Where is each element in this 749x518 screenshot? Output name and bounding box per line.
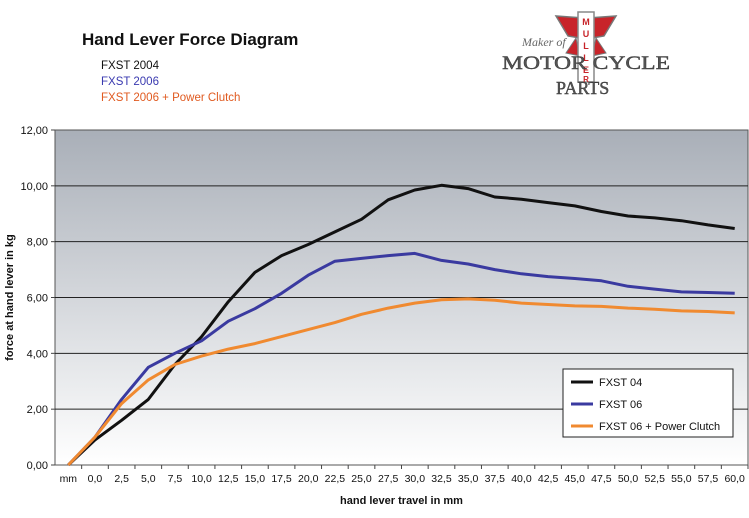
x-tick-label: 37,5 — [485, 473, 506, 485]
x-tick-label: 40,0 — [511, 473, 532, 485]
x-axis-label: hand lever travel in mm — [340, 495, 463, 507]
x-tick-label: 55,0 — [671, 473, 692, 485]
legend: FXST 04 FXST 06 FXST 06 + Power Clutch — [562, 368, 734, 438]
logo-brand-l2: L — [583, 53, 589, 63]
x-tick-label: 27,5 — [378, 473, 399, 485]
y-tick-label: 0,00 — [27, 460, 48, 472]
logo-brand-l1: L — [583, 41, 589, 51]
x-tick-label: 0,0 — [88, 473, 103, 485]
x-tick-label: 32,5 — [431, 473, 452, 485]
x-tick-label: 47,5 — [591, 473, 612, 485]
x-tick-label: 42,5 — [538, 473, 559, 485]
x-tick-label: mm — [60, 473, 78, 485]
subtitle-fxst-2006-power-clutch: FXST 2006 + Power Clutch — [101, 92, 241, 104]
series-line-fxst-06-power-clutch — [67, 297, 735, 467]
y-tick-label: 12,00 — [20, 125, 48, 137]
x-tick-label: 10,0 — [191, 473, 212, 485]
legend-label: FXST 06 — [599, 399, 642, 411]
subtitle-fxst-2004: FXST 2004 — [101, 60, 159, 72]
legend-label: FXST 06 + Power Clutch — [599, 421, 720, 433]
muller-logo: M U L L E R Maker of MOTOR CYCLE PARTS — [502, 11, 670, 98]
y-axis-ticks: 0,00 2,00 4,00 6,00 8,00 10,00 12,00 — [20, 125, 55, 472]
y-tick-label: 10,00 — [20, 181, 48, 193]
x-tick-label: 45,0 — [565, 473, 586, 485]
series-lines — [67, 183, 735, 467]
x-axis-ticks: mm 0,0 2,5 5,0 7,5 10,0 12,5 15,0 17,5 20,0 22,5 25… — [60, 465, 749, 485]
x-tick-label: 2,5 — [114, 473, 129, 485]
logo-brand-r: R — [583, 75, 589, 84]
x-tick-label: 20,0 — [298, 473, 319, 485]
x-tick-label: 17,5 — [271, 473, 292, 485]
x-tick-label: 35,0 — [458, 473, 479, 485]
logo-brand-m: M — [582, 17, 590, 27]
x-tick-label: 5,0 — [141, 473, 156, 485]
x-tick-label: 12,5 — [218, 473, 239, 485]
y-tick-label: 2,00 — [27, 404, 48, 416]
series-line-fxst-06 — [67, 251, 735, 467]
x-tick-label: 22,5 — [325, 473, 346, 485]
x-tick-label: 57,5 — [698, 473, 719, 485]
logo-line2: PARTS — [556, 78, 609, 98]
chart-title: Hand Lever Force Diagram — [82, 30, 299, 49]
x-tick-label: 50,0 — [618, 473, 639, 485]
legend-label: FXST 04 — [599, 377, 642, 389]
logo-brand-u: U — [583, 29, 590, 39]
x-tick-label: 15,0 — [245, 473, 266, 485]
logo-line1: MOTOR CYCLE — [502, 53, 670, 74]
series-line-fxst-04 — [67, 183, 735, 467]
x-tick-label: 52,5 — [644, 473, 665, 485]
logo-shield — [577, 11, 595, 83]
y-tick-label: 8,00 — [27, 237, 48, 249]
x-tick-label: 60,0 — [724, 473, 745, 485]
x-tick-label: 30,0 — [405, 473, 426, 485]
logo-script: Maker of — [521, 35, 567, 49]
y-tick-label: 6,00 — [27, 293, 48, 305]
y-axis-label: force at hand lever in kg — [4, 234, 16, 361]
x-tick-label: 7,5 — [168, 473, 183, 485]
x-tick-label: 25,0 — [351, 473, 372, 485]
subtitle-fxst-2006: FXST 2006 — [101, 76, 159, 88]
y-tick-label: 4,00 — [27, 348, 48, 360]
logo-brand-e: E — [583, 65, 589, 75]
